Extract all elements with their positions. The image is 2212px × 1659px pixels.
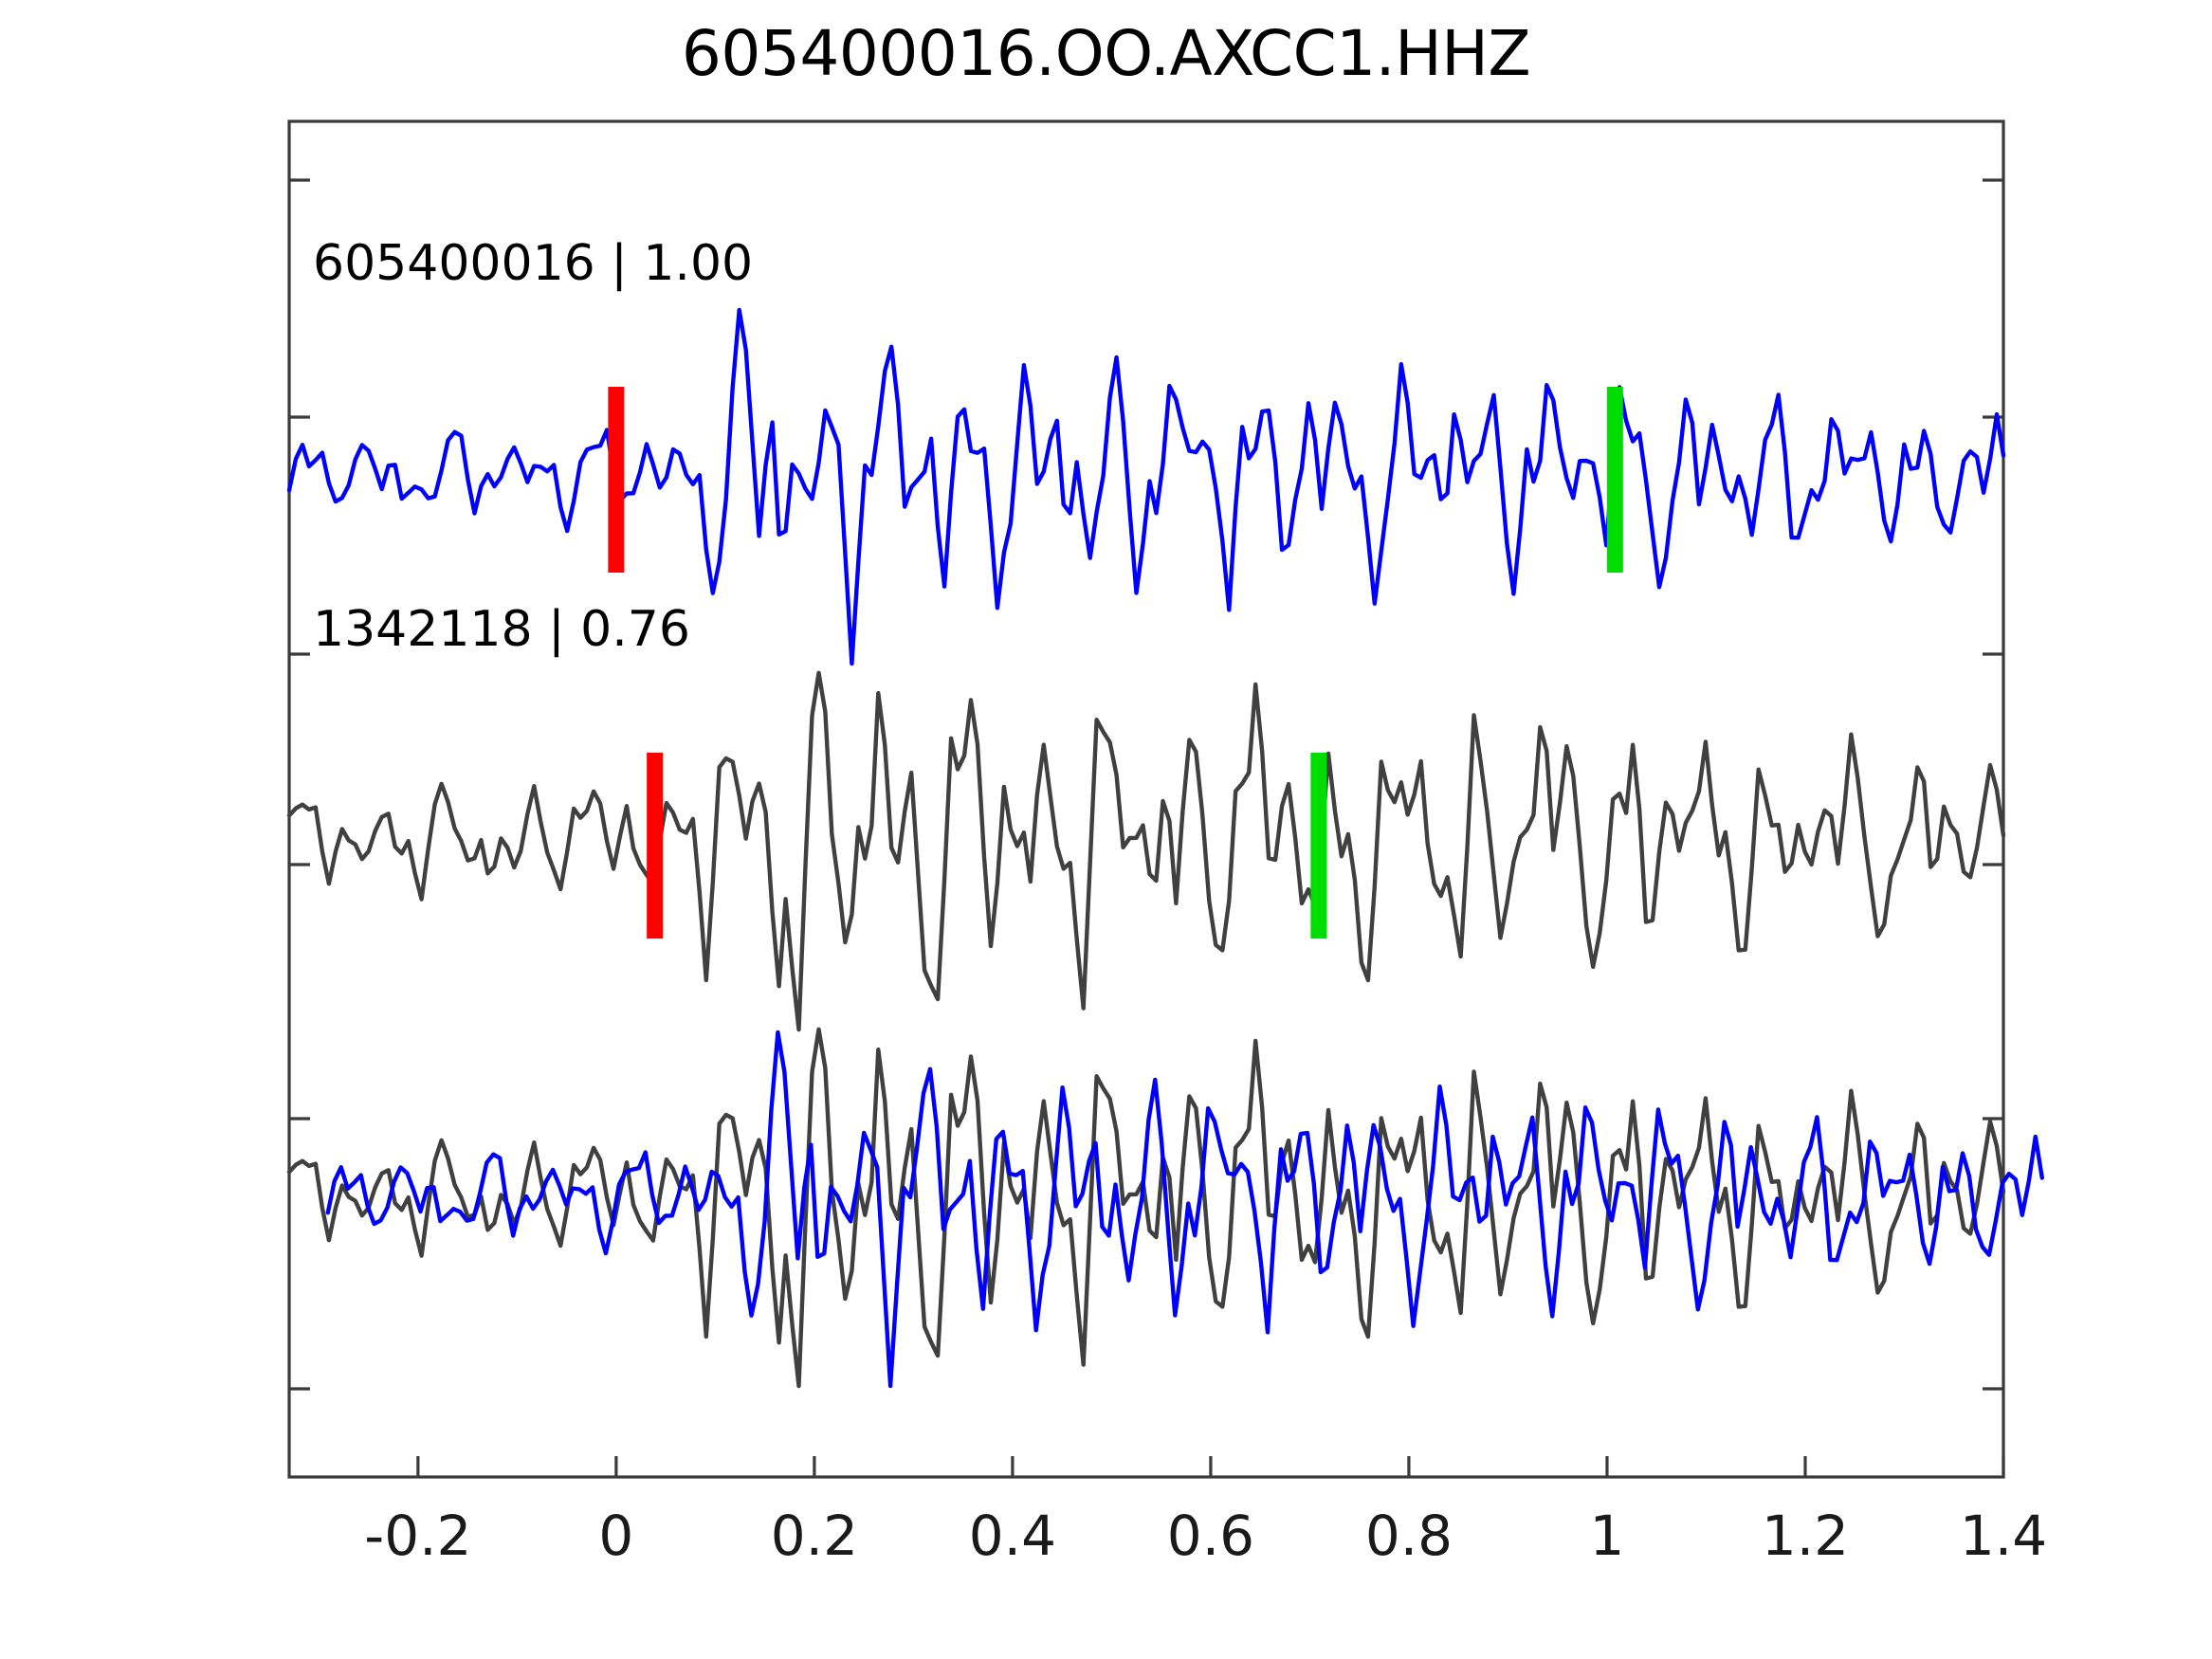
x-axis-tick-label: 0 — [598, 1504, 633, 1568]
waveform-trace — [286, 670, 2006, 1032]
x-axis-tick-label: 1.4 — [1960, 1504, 2047, 1568]
x-axis-tick-label: 0.6 — [1167, 1504, 1254, 1568]
x-axis-tick-label: -0.2 — [364, 1504, 471, 1568]
x-axis-tick-label: 0.2 — [771, 1504, 858, 1568]
x-axis-tick-label: 1.2 — [1762, 1504, 1849, 1568]
plot-axes — [287, 119, 2005, 1479]
waveform-trace — [286, 1027, 2006, 1389]
page-title: 605400016.OO.AXCC1.HHZ — [681, 17, 1531, 90]
pick-markers — [608, 387, 1623, 939]
trace-labels: 605400016 | 1.00 1342118 | 0.76 — [313, 235, 753, 658]
waveform-trace — [286, 307, 2006, 666]
x-axis-ticks: -0.2 0 0.2 0.4 0.6 0.8 1 1.2 1.4 — [364, 1456, 2047, 1568]
waveform-traces — [286, 307, 2044, 1389]
x-axis-tick-label: 1 — [1590, 1504, 1625, 1568]
trace-label: 1342118 | 0.76 — [313, 601, 690, 658]
x-axis-tick-label: 0.4 — [969, 1504, 1056, 1568]
trace-label: 605400016 | 1.00 — [313, 235, 753, 292]
x-axis-tick-label: 0.8 — [1365, 1504, 1453, 1568]
y-axis-ticks — [289, 178, 2003, 1391]
axes-frame — [287, 119, 2005, 1479]
waveform-trace — [325, 1030, 2044, 1389]
